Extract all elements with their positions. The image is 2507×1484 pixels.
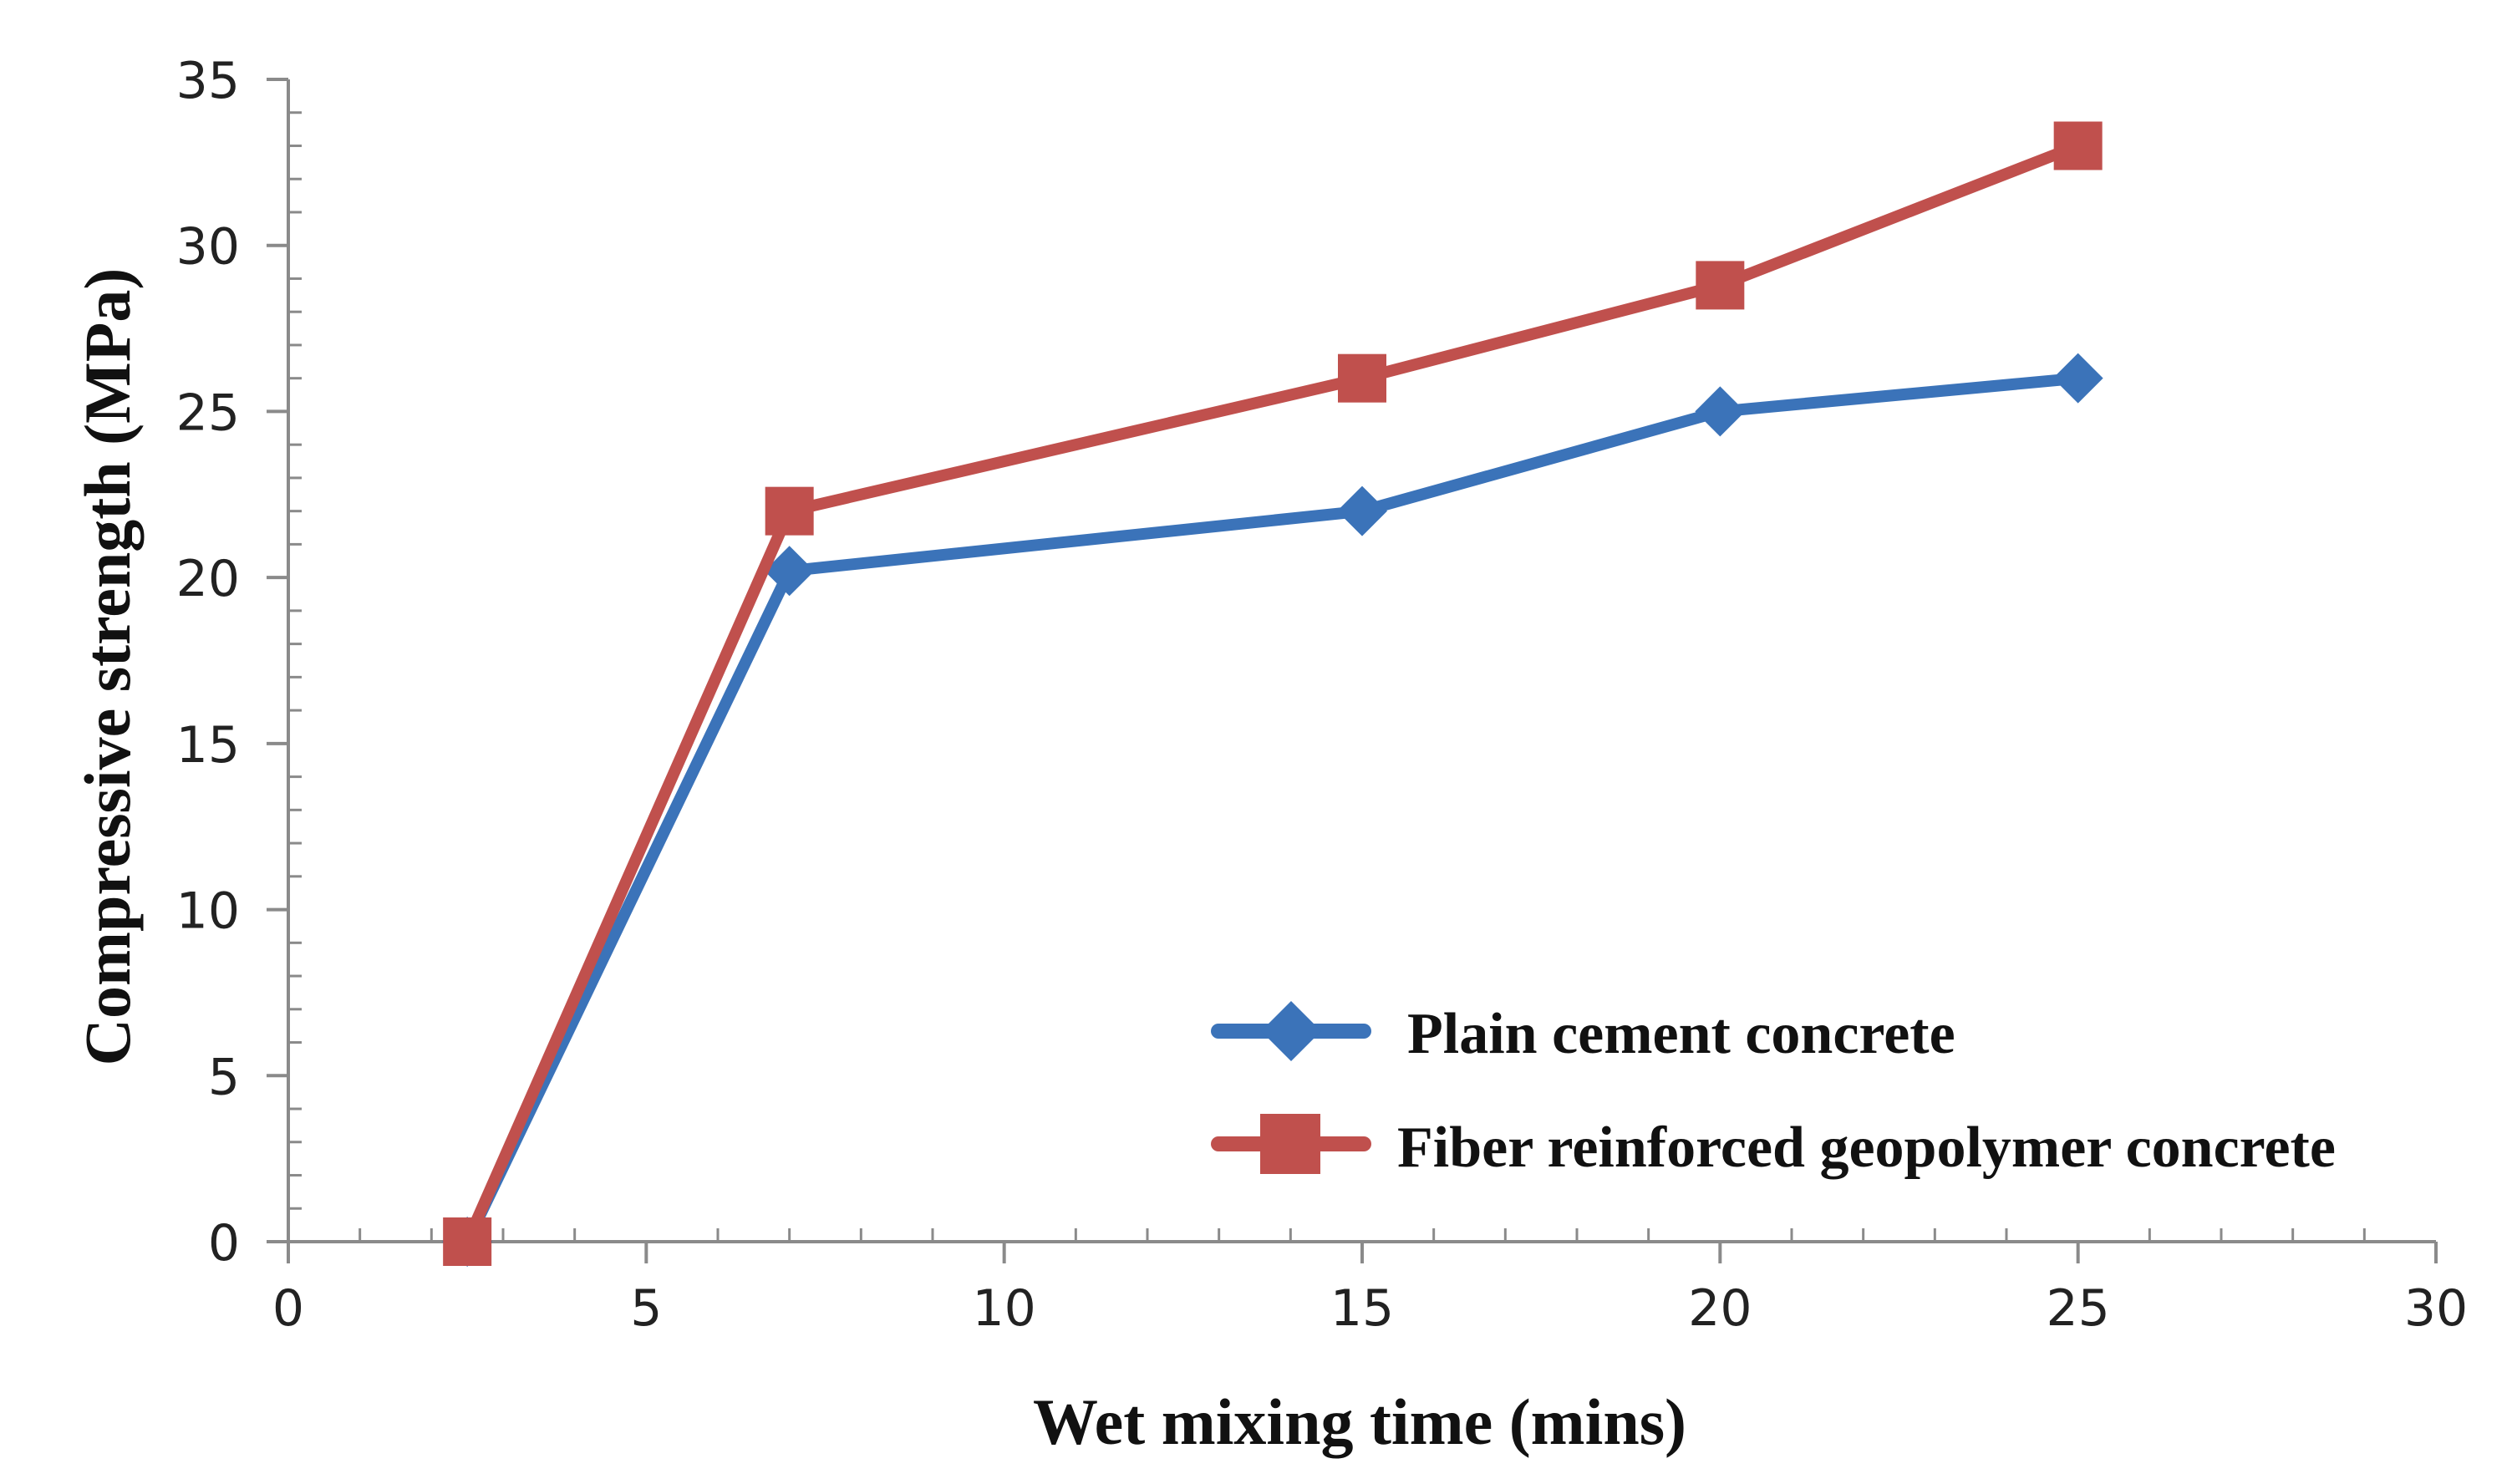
legend-item-fiber-reinforced-geopolymer-concrete: Fiber reinforced geopolymer concrete: [1211, 1114, 2336, 1180]
y-tick-label: 30: [176, 218, 240, 277]
data-point-plain-cement-concrete: [1337, 485, 1387, 536]
x-tick-label: 0: [272, 1279, 304, 1338]
y-tick-label: 10: [176, 882, 240, 941]
x-tick-label: 15: [1330, 1279, 1394, 1338]
axes: [267, 78, 2438, 1263]
legend-diamond-marker-icon: [1261, 1001, 1321, 1061]
x-tick-label: 10: [972, 1279, 1035, 1338]
y-tick-label: 0: [208, 1214, 240, 1273]
plot-series: [442, 121, 2103, 1267]
data-point-plain-cement-concrete: [764, 546, 815, 597]
data-point-plain-cement-concrete: [1695, 386, 1746, 437]
minor-ticks: [288, 111, 2366, 1242]
legend-label-fiber-reinforced-geopolymer-concrete: Fiber reinforced geopolymer concrete: [1397, 1116, 2336, 1180]
legend-square-marker-icon: [1260, 1114, 1320, 1174]
y-axis-title: Compressive strength (MPa): [71, 268, 144, 1066]
series-fiber-reinforced-geopolymer-concrete: [443, 121, 2103, 1266]
major-ticks: [267, 78, 2438, 1263]
legend-label-plain-cement-concrete: Plain cement concrete: [1407, 1002, 1955, 1066]
data-point-fiber-reinforced-geopolymer-concrete: [443, 1217, 492, 1266]
x-tick-label: 5: [630, 1279, 662, 1338]
data-point-plain-cement-concrete: [2052, 353, 2103, 404]
legend: Plain cement concrete Fiber reinforced g…: [1211, 1001, 2336, 1180]
data-point-fiber-reinforced-geopolymer-concrete: [765, 486, 814, 536]
data-point-fiber-reinforced-geopolymer-concrete: [2053, 121, 2103, 170]
y-tick-label: 25: [176, 384, 240, 442]
x-tick-label: 30: [2404, 1279, 2468, 1338]
x-axis-title: Wet mixing time (mins): [1033, 1385, 1686, 1458]
x-tick-label: 20: [1688, 1279, 1752, 1338]
y-tick-label: 20: [176, 550, 240, 608]
legend-item-plain-cement-concrete: Plain cement concrete: [1211, 1001, 1955, 1066]
y-tick-labels: 0 5 10 15 20 25 30 35: [176, 52, 240, 1273]
data-point-fiber-reinforced-geopolymer-concrete: [1696, 261, 1745, 310]
x-tick-labels: 0 5 10 15 20 25 30: [272, 1279, 2468, 1338]
y-tick-label: 5: [208, 1048, 240, 1106]
x-tick-label: 25: [2046, 1279, 2109, 1338]
y-tick-label: 35: [176, 52, 240, 110]
data-point-fiber-reinforced-geopolymer-concrete: [1338, 353, 1386, 403]
y-tick-label: 15: [176, 716, 240, 775]
